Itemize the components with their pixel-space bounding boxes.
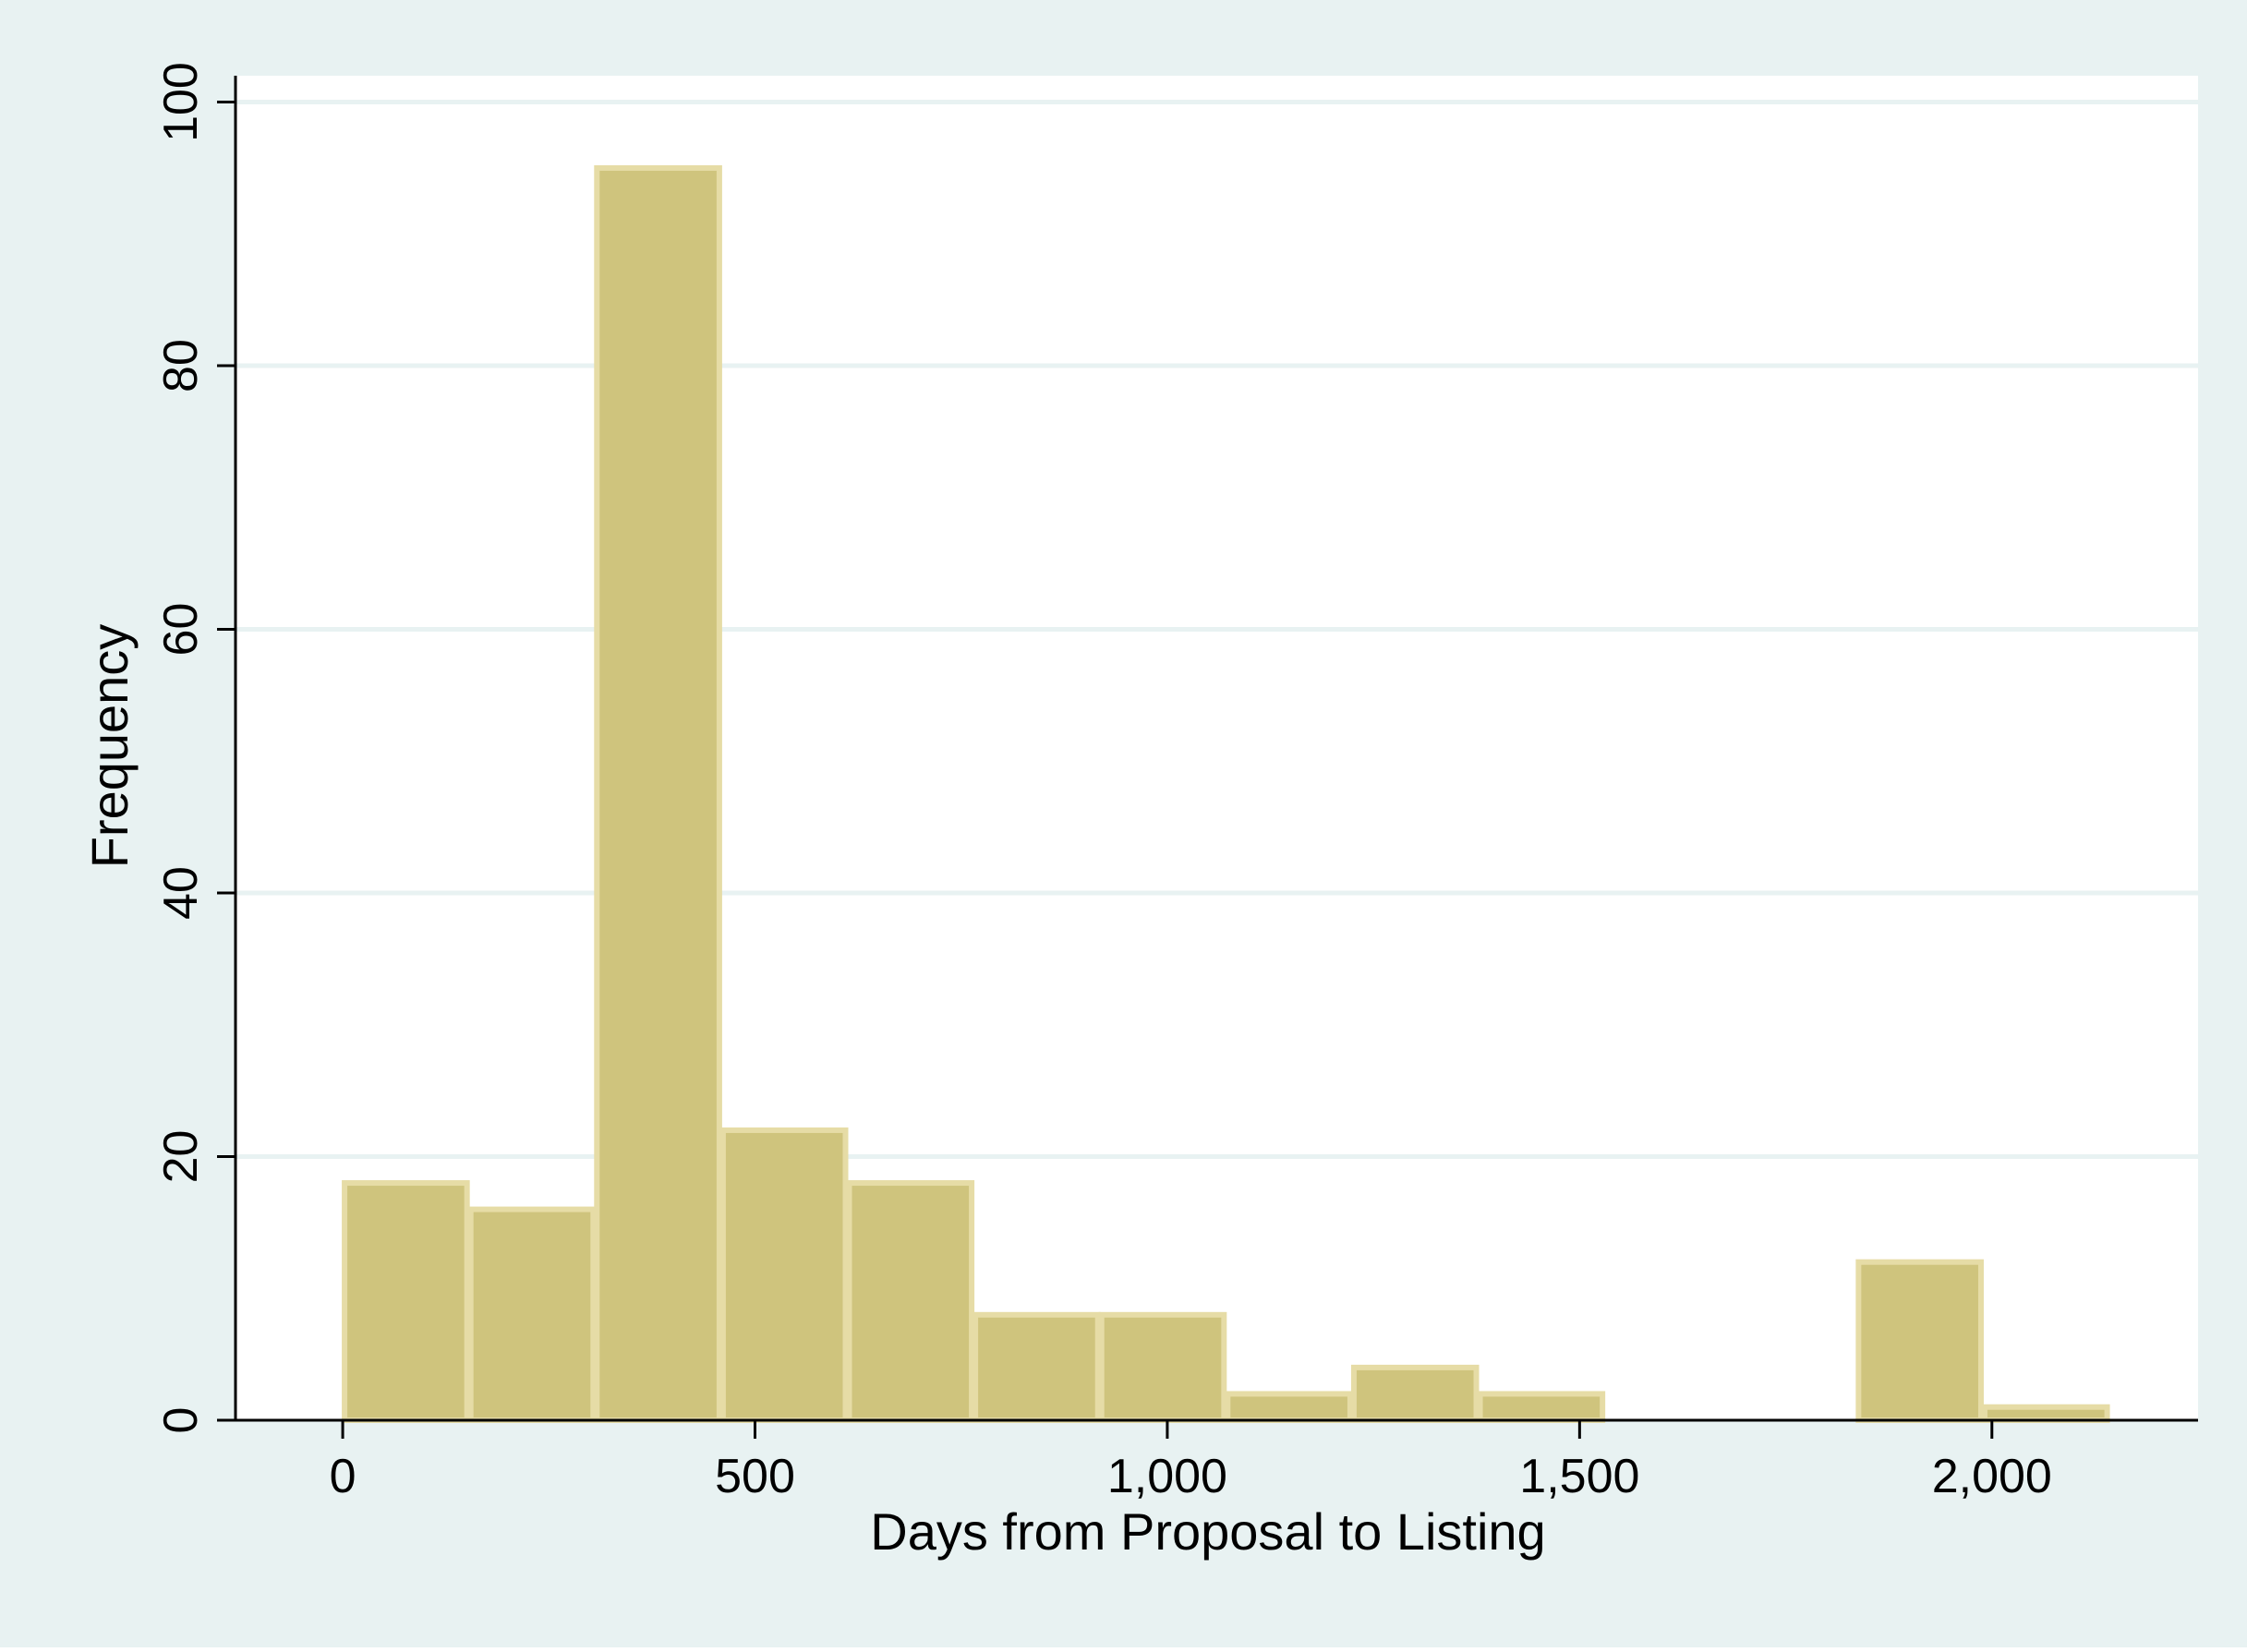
axes xyxy=(217,76,2198,1439)
plot-background xyxy=(236,76,2198,1420)
y-tick-label: 40 xyxy=(154,866,208,920)
y-tick-label: 20 xyxy=(154,1130,208,1184)
histogram-bar xyxy=(594,164,722,1424)
y-tick-label: 80 xyxy=(154,339,208,392)
bars xyxy=(342,164,2110,1424)
histogram-bar xyxy=(972,1311,1101,1424)
tick-labels: 0 20 40 60 80 100 0 500 1,000 1,500 2,000 xyxy=(154,62,2052,1503)
y-tick-label: 100 xyxy=(154,62,208,142)
histogram-bar xyxy=(1855,1259,1984,1424)
x-tick-label: 0 xyxy=(330,1450,356,1503)
histogram-bar xyxy=(1350,1364,1480,1424)
x-tick-label: 500 xyxy=(715,1450,795,1503)
y-tick-label: 60 xyxy=(154,603,208,657)
histogram-bar xyxy=(1225,1391,1353,1423)
histogram-bar xyxy=(846,1180,975,1423)
histogram-bar xyxy=(467,1206,597,1423)
histogram-bar xyxy=(342,1180,470,1423)
x-tick-label: 1,500 xyxy=(1519,1450,1639,1503)
histogram-bar xyxy=(1981,1404,2110,1423)
x-axis-title: Days from Proposal to Listing xyxy=(870,1502,1545,1561)
y-tick-label: 0 xyxy=(154,1407,208,1434)
x-tick-label: 1,000 xyxy=(1107,1450,1227,1503)
gridlines xyxy=(236,100,2198,1160)
y-axis-title: Frequency xyxy=(80,624,139,869)
x-tick-label: 2,000 xyxy=(1932,1450,2052,1503)
histogram-bar xyxy=(1477,1391,1606,1423)
histogram-bar xyxy=(1098,1311,1227,1424)
histogram-bar xyxy=(719,1127,849,1424)
